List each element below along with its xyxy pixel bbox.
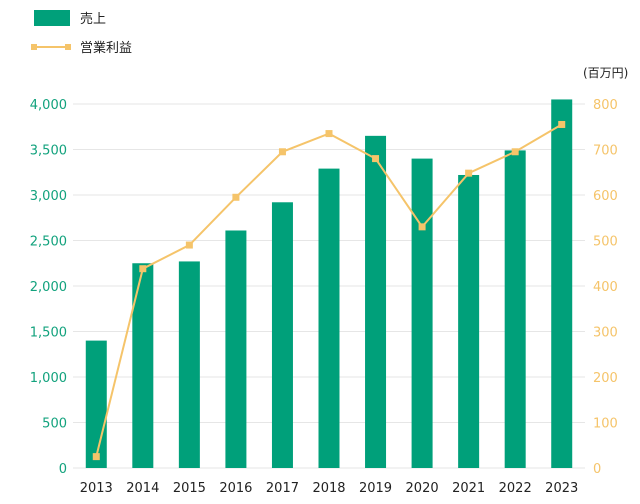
sales-bars (85, 99, 573, 469)
left-tick-label: 3,000 (30, 189, 67, 204)
bar-sales (271, 202, 293, 468)
bar-sales (225, 230, 247, 468)
legend-swatch-sales (34, 10, 70, 26)
operating-profit-point (278, 148, 286, 156)
left-tick-label: 3,500 (30, 144, 67, 159)
x-tick-label: 2021 (452, 481, 485, 496)
operating-profit-point (139, 265, 147, 273)
bar-sales (504, 150, 526, 468)
left-tick-label: 1,500 (30, 326, 67, 341)
legend-label-operating-profit: 営業利益 (80, 40, 132, 56)
x-tick-label: 2022 (499, 481, 532, 496)
left-tick-label: 2,000 (30, 280, 67, 295)
right-tick-label: 500 (593, 235, 618, 250)
bar-sales (132, 263, 154, 468)
right-tick-label: 600 (593, 189, 618, 204)
x-axis-ticks: 2013 2014 2015 2016 2017 2018 2019 2020 2021 2022… (80, 481, 579, 496)
x-tick-label: 2018 (312, 481, 345, 496)
operating-profit-point (232, 193, 240, 201)
x-tick-label: 2014 (126, 481, 159, 496)
x-tick-label: 2013 (80, 481, 113, 496)
left-tick-label: 4,000 (30, 98, 67, 113)
unit-label: (百万円) (583, 66, 628, 80)
operating-profit-point (511, 148, 519, 156)
right-axis-ticks: 0 100 200 300 400 500 600 700 800 (593, 98, 618, 477)
x-tick-label: 2016 (219, 481, 252, 496)
right-tick-label: 800 (593, 98, 618, 113)
left-tick-label: 2,500 (30, 235, 67, 250)
legend-swatch-marker-right (65, 44, 71, 50)
operating-profit-point (418, 223, 426, 231)
left-tick-label: 1,000 (30, 371, 67, 386)
bar-sales (318, 168, 340, 469)
bar-sales (365, 135, 387, 468)
left-tick-label: 500 (42, 417, 67, 432)
x-tick-label: 2017 (266, 481, 299, 496)
legend-label-sales: 売上 (80, 11, 106, 27)
bar-sales (178, 261, 200, 468)
right-tick-label: 100 (593, 417, 618, 432)
operating-profit-point (185, 241, 193, 249)
operating-profit-point (325, 130, 333, 138)
right-tick-label: 300 (593, 326, 618, 341)
x-tick-label: 2015 (173, 481, 206, 496)
operating-profit-point (558, 120, 566, 128)
operating-profit-point (92, 453, 100, 461)
left-axis-ticks: 0 500 1,000 1,500 2,000 2,500 3,000 3,500 4,000 (30, 98, 67, 477)
right-tick-label: 400 (593, 280, 618, 295)
x-tick-label: 2020 (406, 481, 439, 496)
x-tick-label: 2023 (545, 481, 578, 496)
legend: 売上 営業利益 (31, 10, 132, 56)
right-tick-label: 700 (593, 144, 618, 159)
bar-sales (458, 174, 480, 469)
operating-profit-point (372, 155, 380, 163)
legend-swatch-marker-left (31, 44, 37, 50)
bar-sales (85, 340, 107, 468)
x-tick-label: 2019 (359, 481, 392, 496)
right-tick-label: 200 (593, 371, 618, 386)
right-tick-label: 0 (593, 462, 601, 477)
bar-sales (551, 99, 573, 468)
operating-profit-line (92, 120, 566, 461)
left-tick-label: 0 (59, 462, 67, 477)
bar-sales (411, 158, 433, 468)
operating-profit-point (465, 169, 473, 177)
